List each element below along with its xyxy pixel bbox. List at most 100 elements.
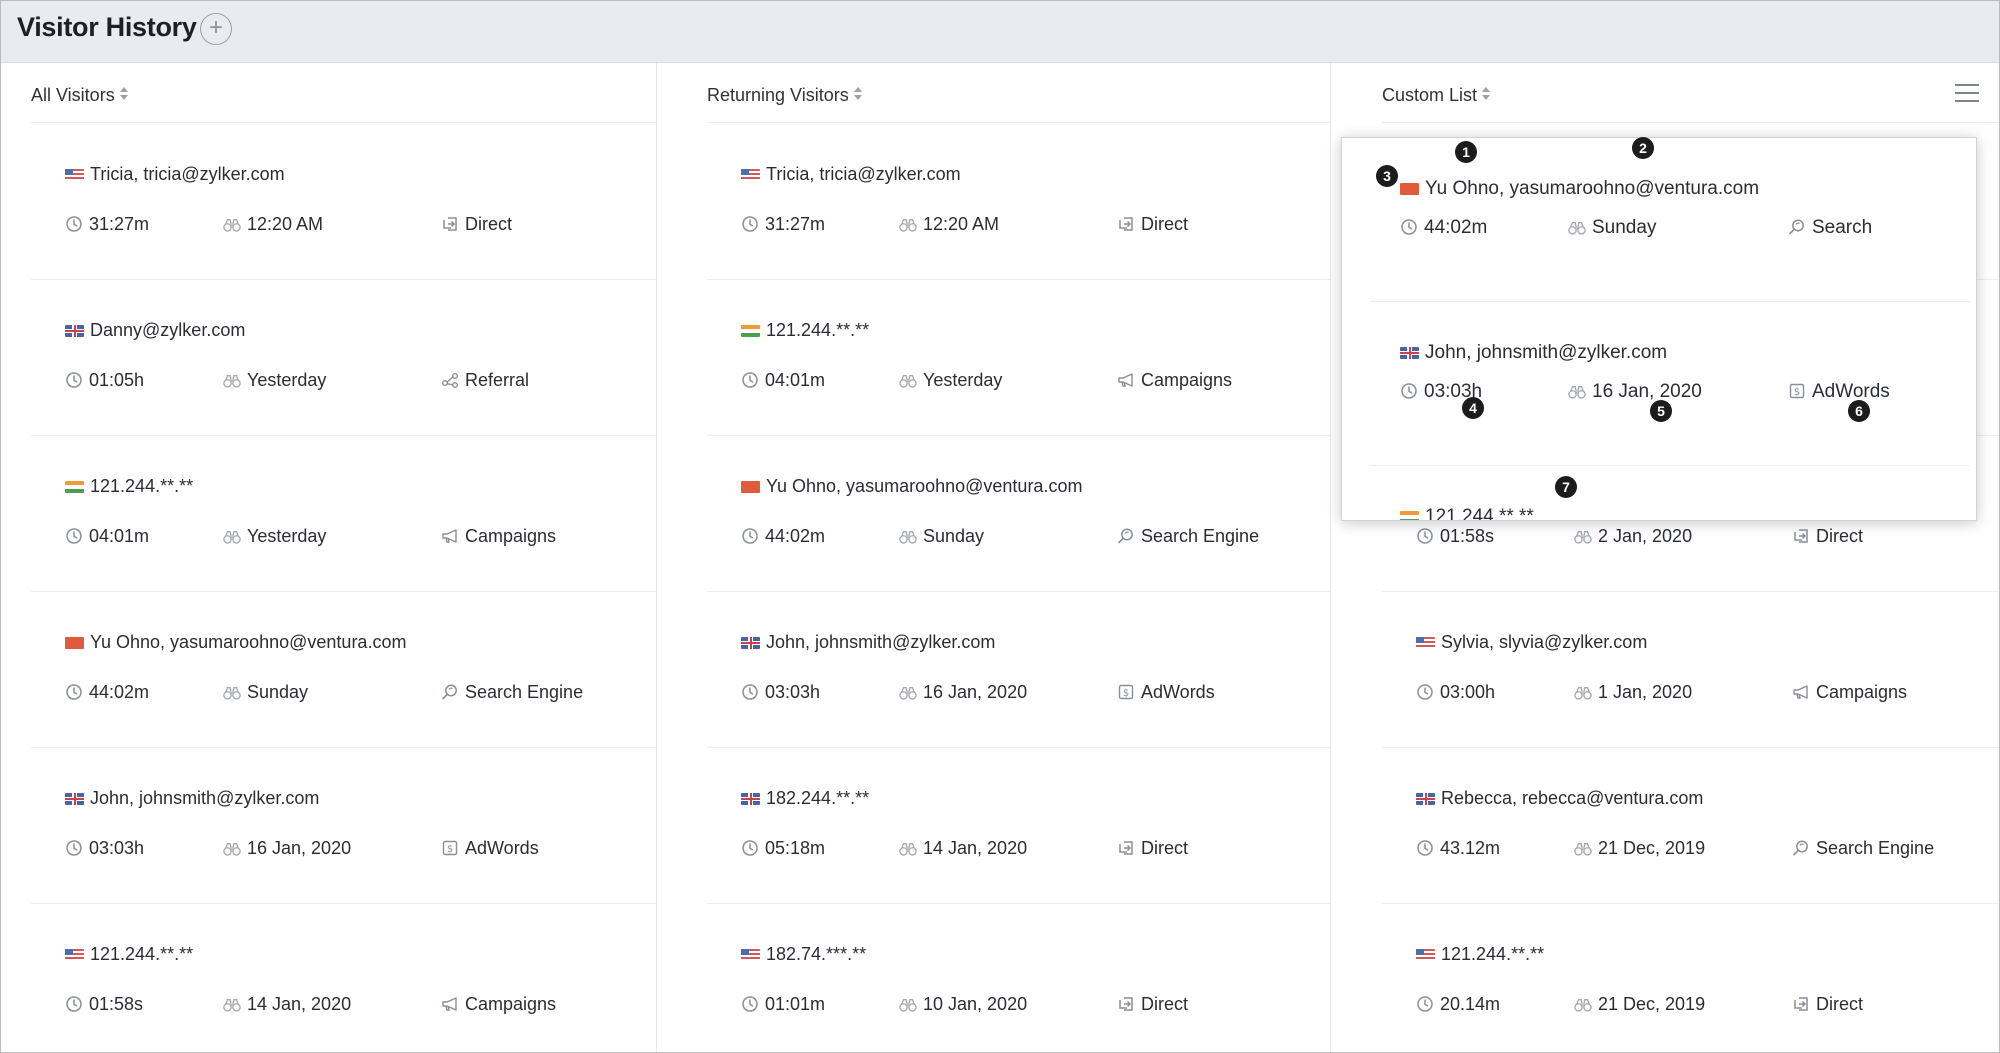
adwords-icon: $ xyxy=(1117,683,1135,701)
visitor-name: John, johnsmith@zylker.com xyxy=(1425,342,1668,363)
visited-value: Yesterday xyxy=(247,526,327,546)
flag-cn-icon xyxy=(741,481,760,493)
last-visited: 12:20 AM xyxy=(223,214,323,238)
source-value: Referral xyxy=(465,370,530,390)
visitor-card[interactable]: Tricia, tricia@zylker.com 31:27m 12:20 AM D… xyxy=(31,124,656,280)
menu-icon[interactable] xyxy=(1955,83,1979,103)
visitor-card[interactable]: Danny@zylker.com 01:05h Yesterday Referral xyxy=(31,280,656,436)
visitor-name: 121.244.**.** xyxy=(90,944,194,964)
source-value: Campaigns xyxy=(1141,370,1233,390)
flag-gb-icon xyxy=(65,793,84,805)
column-title-sort-button[interactable]: Custom List xyxy=(1382,85,1491,106)
visitor-card[interactable]: 182.74.***.** 01:01m 10 Jan, 2020 Direct xyxy=(707,904,1331,1052)
visitor-name-row: John, johnsmith@zylker.com xyxy=(65,788,319,809)
visit-duration: 04:01m xyxy=(741,370,825,394)
visited-value: 16 Jan, 2020 xyxy=(247,838,352,858)
visitor-name: 121.244.**.** xyxy=(1425,506,1534,521)
visited-value: 2 Jan, 2020 xyxy=(1598,526,1693,546)
visit-duration: 31:27m xyxy=(65,214,149,238)
source-value: Direct xyxy=(1141,214,1189,234)
visitor-name-row: Tricia, tricia@zylker.com xyxy=(741,164,961,185)
column-title-sort-button[interactable]: All Visitors xyxy=(31,85,129,106)
visited-value: Yesterday xyxy=(247,370,327,390)
duration-value: 44:02m xyxy=(89,682,150,702)
visitor-name: 182.244.**.** xyxy=(766,788,870,808)
visitor-name: Sylvia, slyvia@zylker.com xyxy=(1441,632,1648,652)
visitor-card[interactable]: 121.244.**.** 01:58s 14 Jan, 2020 Campaigns xyxy=(31,904,656,1052)
duration-value: 04:01m xyxy=(765,370,826,390)
visitor-name-row: John, johnsmith@zylker.com xyxy=(1400,342,1667,364)
source-value: Search Engine xyxy=(1141,526,1260,546)
binoculars-icon xyxy=(1574,997,1592,1015)
last-visited: Yesterday xyxy=(223,526,326,550)
visitor-card[interactable]: Tricia, tricia@zylker.com 31:27m 12:20 AM D… xyxy=(707,124,1331,280)
visitor-card[interactable]: John, johnsmith@zylker.com 03:03h 16 Jan, … xyxy=(707,592,1331,748)
visitor-card[interactable]: Yu Ohno, yasumaroohno@ventura.com 44:02m S… xyxy=(707,436,1331,592)
direct-icon xyxy=(1792,527,1810,545)
binoculars-icon xyxy=(1574,529,1592,547)
page-header: Visitor History + xyxy=(1,1,1999,63)
duration-value: 01:05h xyxy=(89,370,145,390)
duration-value: 04:01m xyxy=(89,526,150,546)
last-visited: 21 Dec, 2019 xyxy=(1574,838,1705,862)
visitor-card[interactable]: 121.244.**.** 20.14m 21 Dec, 2019 Direct xyxy=(1382,904,1999,1052)
visitor-card[interactable]: John, johnsmith@zylker.com 03:03h 16 Jan, … xyxy=(31,748,656,904)
duration-value: 20.14m xyxy=(1440,994,1501,1014)
visited-value: Sunday xyxy=(247,682,309,702)
visited-value: 14 Jan, 2020 xyxy=(923,838,1028,858)
source-value: Campaigns xyxy=(1816,682,1908,702)
visitor-card[interactable]: Sylvia, slyvia@zylker.com 03:00h 1 Jan, 20… xyxy=(1382,592,1999,748)
last-visited: Sunday xyxy=(223,682,308,706)
visit-duration: 03:03h xyxy=(1400,381,1482,405)
column-title-sort-button[interactable]: Returning Visitors xyxy=(707,85,863,106)
svg-text:$: $ xyxy=(1123,688,1129,699)
column-header: Custom List xyxy=(1382,63,1999,123)
last-visited: Yesterday xyxy=(223,370,326,394)
visitor-card[interactable]: 121.244.**.** xyxy=(1370,466,1970,521)
visitor-name-row: Sylvia, slyvia@zylker.com xyxy=(1416,632,1647,653)
column-returning-visitors: Returning Visitors Tricia, tricia@zylker… xyxy=(656,63,1331,1052)
duration-value: 03:03h xyxy=(1424,381,1483,402)
visitor-name-row: 121.244.**.** xyxy=(65,944,193,965)
binoculars-icon xyxy=(899,685,917,703)
traffic-source: $ AdWords xyxy=(441,838,539,862)
traffic-source: Campaigns xyxy=(441,526,556,550)
flag-us-icon xyxy=(65,949,84,961)
visit-duration: 44:02m xyxy=(741,526,825,550)
add-view-button[interactable]: + xyxy=(200,13,232,45)
visitor-card[interactable]: 182.244.**.** 05:18m 14 Jan, 2020 Direct xyxy=(707,748,1331,904)
visitor-card[interactable]: Yu Ohno, yasumaroohno@ventura.com 44:02m S… xyxy=(31,592,656,748)
sort-icon xyxy=(119,87,129,101)
flag-us-icon xyxy=(1416,949,1435,961)
visitor-card[interactable]: 121.244.**.** 04:01m Yesterday Campaigns xyxy=(31,436,656,592)
visitor-name-row: Yu Ohno, yasumaroohno@ventura.com xyxy=(741,476,1082,497)
duration-value: 44:02m xyxy=(1424,217,1488,238)
visit-duration: 04:01m xyxy=(65,526,149,550)
duration-value: 44:02m xyxy=(765,526,826,546)
visit-duration: 31:27m xyxy=(741,214,825,238)
visitor-card[interactable]: Yu Ohno, yasumaroohno@ventura.com 44:02m S… xyxy=(1370,138,1970,302)
binoculars-icon xyxy=(899,529,917,547)
visitor-name: John, johnsmith@zylker.com xyxy=(766,632,996,652)
visited-value: 21 Dec, 2019 xyxy=(1598,994,1706,1014)
flag-in-icon xyxy=(741,325,760,337)
binoculars-icon xyxy=(223,841,241,859)
last-visited: 21 Dec, 2019 xyxy=(1574,994,1705,1018)
visitor-card[interactable]: 121.244.**.** 04:01m Yesterday Campaigns xyxy=(707,280,1331,436)
last-visited: 14 Jan, 2020 xyxy=(899,838,1027,862)
source-value: Search Engine xyxy=(1816,838,1935,858)
visitor-name-row: Rebecca, rebecca@ventura.com xyxy=(1416,788,1703,809)
svg-text:$: $ xyxy=(1794,387,1800,398)
visitor-card[interactable]: John, johnsmith@zylker.com 03:03h 16 Jan, … xyxy=(1370,302,1970,466)
traffic-source: Campaigns xyxy=(441,994,556,1018)
visitor-card[interactable]: Rebecca, rebecca@ventura.com 43.12m 21 Dec… xyxy=(1382,748,1999,904)
direct-icon xyxy=(1117,995,1135,1013)
binoculars-icon xyxy=(899,841,917,859)
clock-icon xyxy=(65,683,83,701)
visitor-name-row: Tricia, tricia@zylker.com xyxy=(65,164,285,185)
visitor-name: Tricia, tricia@zylker.com xyxy=(766,164,961,184)
visitor-name: 121.244.**.** xyxy=(1441,944,1545,964)
duration-value: 03:00h xyxy=(1440,682,1496,702)
visit-duration: 01:05h xyxy=(65,370,144,394)
